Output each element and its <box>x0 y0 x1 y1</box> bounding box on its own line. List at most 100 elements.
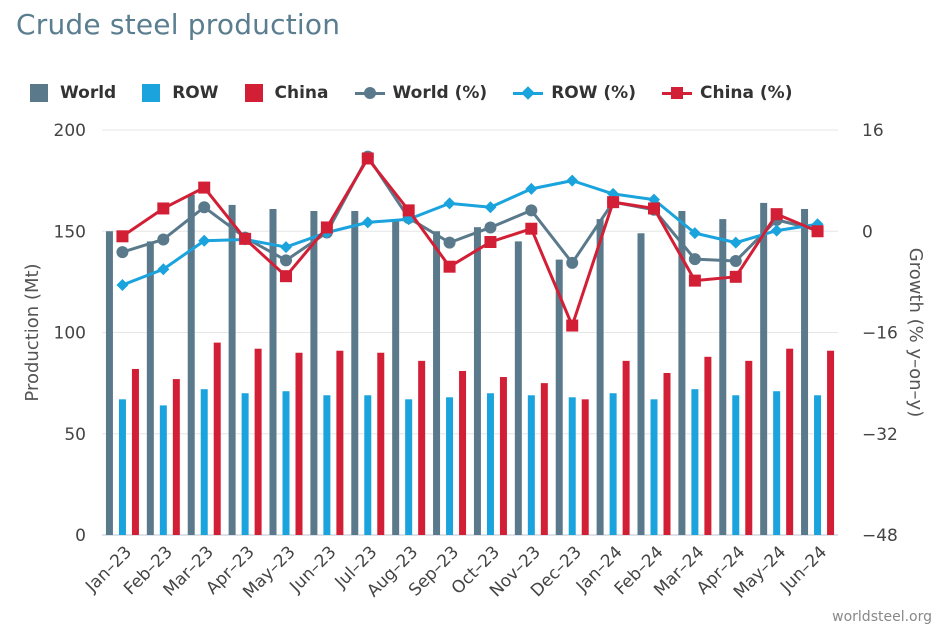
y2-tick-label: 16 <box>862 121 884 141</box>
legend-item-china-pct[interactable]: China (%) <box>662 83 792 103</box>
bar-china <box>336 350 344 535</box>
bar-china <box>704 356 712 535</box>
bar-world <box>310 211 318 535</box>
bar-world <box>146 241 154 535</box>
bar-china <box>581 399 589 535</box>
bar-world <box>105 231 113 535</box>
legend-item-row[interactable]: ROW <box>142 83 219 103</box>
bar-china <box>377 352 385 535</box>
bar-world <box>433 231 441 535</box>
bar-china <box>540 383 548 535</box>
bar-row <box>364 395 372 535</box>
bar-row <box>446 397 454 535</box>
bar-world <box>801 208 809 535</box>
bar-china <box>499 377 507 535</box>
point-china <box>648 202 660 215</box>
y-tick-label: 150 <box>54 222 86 242</box>
bar-world <box>678 211 686 535</box>
y2-tick-label: 0 <box>862 222 873 242</box>
y-tick-label: 100 <box>54 324 86 344</box>
bar-world <box>392 221 400 535</box>
point-world <box>116 246 129 259</box>
legend-item-china[interactable]: China <box>244 83 329 103</box>
bar-world <box>637 233 645 535</box>
bar-row <box>650 399 658 535</box>
point-row <box>443 197 456 210</box>
bar-row <box>405 399 413 535</box>
point-china <box>525 222 538 235</box>
point-china <box>607 196 620 209</box>
bar-china <box>295 352 303 535</box>
point-row <box>280 241 292 254</box>
point-row <box>361 216 374 229</box>
legend-label-world-pct: World (%) <box>392 83 488 103</box>
x-tick-label: Jun–23 <box>285 542 340 597</box>
bar-china <box>213 342 221 535</box>
bar-world <box>514 241 522 535</box>
point-world <box>280 254 292 267</box>
point-world <box>729 254 742 267</box>
point-china <box>443 260 456 273</box>
legend-label-china-pct: China (%) <box>700 83 793 103</box>
bar-world <box>555 259 563 535</box>
y2-tick-label: −32 <box>862 425 898 445</box>
bar-row <box>486 393 494 535</box>
point-china <box>770 208 783 221</box>
point-row <box>566 174 579 187</box>
legend-item-world[interactable]: World <box>30 83 116 103</box>
point-china <box>484 236 497 249</box>
point-china <box>729 270 742 283</box>
bar-row <box>200 389 208 535</box>
point-world <box>443 236 456 249</box>
bar-world <box>351 211 359 535</box>
legend: World ROW China World (%) ROW (%) China … <box>30 80 818 106</box>
legend-label-row: ROW <box>172 83 219 103</box>
legend-item-world-pct[interactable]: World (%) <box>354 83 488 103</box>
point-row <box>484 201 497 214</box>
point-china <box>116 230 129 243</box>
point-china <box>361 152 374 165</box>
bar-world <box>760 202 768 535</box>
bar-china <box>827 350 835 535</box>
bar-china <box>459 370 467 535</box>
point-world <box>566 256 579 269</box>
chart-title: Crude steel production <box>16 8 341 41</box>
y2-axis-title: Growth (% y–on–y) <box>905 248 926 417</box>
legend-swatch-world-pct <box>354 84 385 102</box>
bar-china <box>172 379 180 535</box>
y2-tick-label: −16 <box>862 324 898 344</box>
bar-world <box>473 227 481 535</box>
bar-row <box>609 393 617 535</box>
point-row <box>525 182 538 195</box>
legend-swatch-china-pct <box>662 84 692 102</box>
legend-label-row-pct: ROW (%) <box>551 83 636 103</box>
point-china <box>402 204 415 217</box>
point-china <box>566 319 579 332</box>
point-row <box>729 236 742 249</box>
source-credit: worldsteel.org <box>832 609 932 625</box>
point-row <box>688 227 701 240</box>
legend-label-china: China <box>274 83 329 103</box>
line-row <box>121 179 818 287</box>
legend-swatch-row <box>142 84 161 102</box>
legend-item-row-pct[interactable]: ROW (%) <box>513 83 636 103</box>
y-axis-title: Production (Mt) <box>22 263 43 401</box>
point-china <box>320 221 333 234</box>
bar-row <box>527 395 535 535</box>
bar-world <box>269 208 277 535</box>
bar-world <box>596 219 604 535</box>
point-china <box>239 232 252 245</box>
bar-china <box>745 360 753 535</box>
bar-world <box>228 204 236 536</box>
bar-world <box>719 219 727 535</box>
point-row <box>770 224 783 237</box>
bar-row <box>118 399 126 535</box>
y-tick-label: 50 <box>64 425 86 445</box>
bar-row <box>814 395 822 535</box>
bar-row <box>323 395 331 535</box>
point-china <box>688 274 701 287</box>
bar-china <box>131 368 139 535</box>
y-tick-label: 200 <box>54 121 86 141</box>
point-china <box>811 225 824 238</box>
